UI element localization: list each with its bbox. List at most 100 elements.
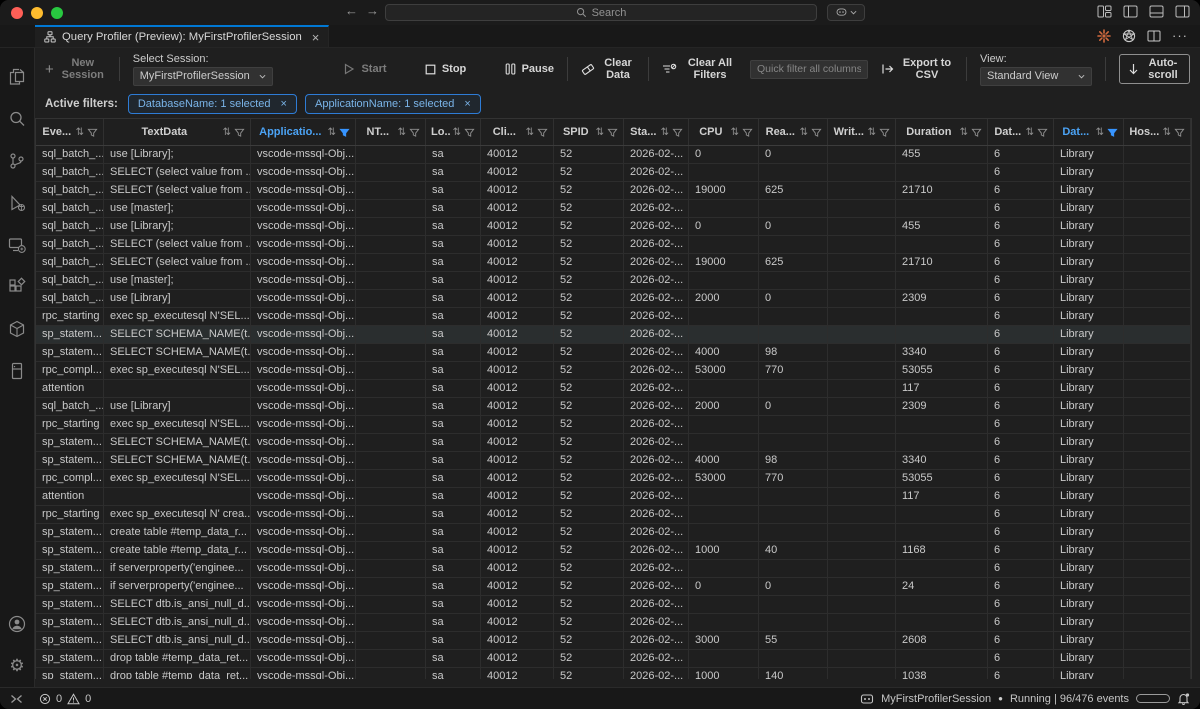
table-row[interactable]: sp_statem... SELECT SCHEMA_NAME(t... vscod… xyxy=(36,344,1191,362)
table-row[interactable]: rpc_compl... exec sp_executesql N'SEL... v… xyxy=(36,362,1191,380)
filter-icon[interactable] xyxy=(234,127,245,138)
table-row[interactable]: sp_statem... create table #temp_data_r...… xyxy=(36,524,1191,542)
settings-gear-icon[interactable]: ⚙ xyxy=(9,656,25,675)
table-row[interactable]: sp_statem... SELECT SCHEMA_NAME(t... vscod… xyxy=(36,434,1191,452)
filter-pill-databasename[interactable]: DatabaseName: 1 selected × xyxy=(127,94,297,114)
filter-icon[interactable] xyxy=(409,127,420,138)
table-row[interactable]: sql_batch_... SELECT (select value from .… xyxy=(36,164,1191,182)
table-row[interactable]: sql_batch_... use [master]; vscode-mssql-O… xyxy=(36,200,1191,218)
column-header-3[interactable]: Applicatio... ⇅ xyxy=(251,119,356,145)
toggle-primary-sidebar-icon[interactable] xyxy=(1123,5,1138,18)
column-header-7[interactable]: SPID ⇅ xyxy=(554,119,624,145)
forward-button[interactable]: → xyxy=(366,3,379,18)
filter-icon[interactable] xyxy=(1107,127,1118,138)
sort-icon[interactable]: ⇅ xyxy=(730,126,739,138)
sort-icon[interactable]: ⇅ xyxy=(595,126,604,138)
sort-icon[interactable]: ⇅ xyxy=(1095,126,1104,138)
column-header-11[interactable]: Writ... ⇅ xyxy=(828,119,896,145)
toggle-secondary-sidebar-icon[interactable] xyxy=(1175,5,1190,18)
sort-icon[interactable]: ⇅ xyxy=(959,126,968,138)
table-row[interactable]: sp_statem... if serverproperty('enginee..… xyxy=(36,578,1191,596)
view-dropdown[interactable]: Standard View xyxy=(979,66,1092,86)
sort-icon[interactable]: ⇅ xyxy=(327,126,336,138)
column-header-9[interactable]: CPU ⇅ xyxy=(689,119,759,145)
column-header-4[interactable]: NT... ⇅ xyxy=(356,119,426,145)
filter-icon[interactable] xyxy=(607,127,618,138)
filter-icon[interactable] xyxy=(87,127,98,138)
remove-filter-icon[interactable]: × xyxy=(280,98,287,110)
error-icon[interactable] xyxy=(39,693,51,705)
sidebar-item-extensions[interactable] xyxy=(0,266,35,308)
column-header-12[interactable]: Duration ⇅ xyxy=(896,119,988,145)
sort-icon[interactable]: ⇅ xyxy=(799,126,808,138)
column-header-2[interactable]: TextData ⇅ xyxy=(104,119,251,145)
account-icon[interactable] xyxy=(0,603,35,645)
table-row[interactable]: sql_batch_... use [Library] vscode-mssql-O… xyxy=(36,398,1191,416)
column-header-5[interactable]: Lo...⇅ xyxy=(426,119,481,145)
flame-burst-icon[interactable] xyxy=(1097,29,1111,43)
table-row[interactable]: sp_statem... drop table #temp_data_ret...… xyxy=(36,668,1191,679)
remote-indicator-icon[interactable] xyxy=(10,693,23,705)
table-row[interactable]: sql_batch_... use [Library] vscode-mssql-O… xyxy=(36,290,1191,308)
filter-icon[interactable] xyxy=(879,127,890,138)
filter-pill-applicationname[interactable]: ApplicationName: 1 selected × xyxy=(304,94,481,114)
sort-icon[interactable]: ⇅ xyxy=(397,126,406,138)
sidebar-item-containers[interactable] xyxy=(0,308,35,350)
minimize-window-button[interactable] xyxy=(31,7,43,19)
ai-knot-icon[interactable] xyxy=(1122,29,1136,43)
table-row[interactable]: sql_batch_... use [Library]; vscode-mssql-… xyxy=(36,218,1191,236)
column-header-13[interactable]: Dat... ⇅ xyxy=(988,119,1054,145)
table-row[interactable]: sql_batch_... SELECT (select value from .… xyxy=(36,182,1191,200)
warning-count[interactable]: 0 xyxy=(85,692,92,705)
filter-icon[interactable] xyxy=(1174,127,1185,138)
copilot-button[interactable] xyxy=(827,4,865,21)
column-header-8[interactable]: Sta... ⇅ xyxy=(624,119,689,145)
table-row[interactable]: attention vscode-mssql-Obj... sa 40012 52 202… xyxy=(36,380,1191,398)
new-session-button[interactable]: + New Session xyxy=(45,57,104,81)
column-header-1[interactable]: Eve... ⇅ xyxy=(36,119,104,145)
filter-icon[interactable] xyxy=(971,127,982,138)
table-row[interactable]: rpc_starting exec sp_executesql N'SEL... v… xyxy=(36,308,1191,326)
table-row[interactable]: sp_statem... SELECT SCHEMA_NAME(t... vscod… xyxy=(36,326,1191,344)
table-row[interactable]: rpc_compl... exec sp_executesql N'SEL... v… xyxy=(36,470,1191,488)
quick-filter-input[interactable] xyxy=(749,59,868,79)
sidebar-item-source-control[interactable] xyxy=(0,140,35,182)
table-row[interactable]: sql_batch_... use [master]; vscode-mssql-O… xyxy=(36,272,1191,290)
toggle-panel-icon[interactable] xyxy=(1149,5,1164,18)
filter-icon[interactable] xyxy=(464,127,475,138)
select-session-dropdown[interactable]: MyFirstProfilerSession xyxy=(132,66,273,86)
filter-icon[interactable] xyxy=(742,127,753,138)
warning-icon[interactable] xyxy=(67,692,80,705)
column-header-14[interactable]: Dat... ⇅ xyxy=(1054,119,1124,145)
filter-icon[interactable] xyxy=(811,127,822,138)
customize-layout-icon[interactable] xyxy=(1097,5,1112,18)
table-row[interactable]: sql_batch_... SELECT (select value from .… xyxy=(36,254,1191,272)
sort-icon[interactable]: ⇅ xyxy=(1162,126,1171,138)
column-header-6[interactable]: Cli... ⇅ xyxy=(481,119,554,145)
filter-icon[interactable] xyxy=(672,127,683,138)
tab-close-icon[interactable]: × xyxy=(311,29,320,45)
session-state[interactable]: Running | 96/476 events xyxy=(1009,692,1129,705)
stop-button[interactable]: Stop xyxy=(425,63,466,75)
split-editor-icon[interactable] xyxy=(1147,30,1161,42)
clear-all-filters-button[interactable]: Clear All Filters xyxy=(662,57,737,81)
more-actions-icon[interactable]: ··· xyxy=(1172,28,1188,43)
tab-query-profiler[interactable]: Query Profiler (Preview): MyFirstProfile… xyxy=(35,25,330,47)
pause-button[interactable]: Pause xyxy=(505,63,554,75)
table-row[interactable]: attention vscode-mssql-Obj... sa 40012 52 202… xyxy=(36,488,1191,506)
sort-icon[interactable]: ⇅ xyxy=(525,126,534,138)
table-row[interactable]: sp_statem... SELECT SCHEMA_NAME(t... vscod… xyxy=(36,452,1191,470)
filter-icon[interactable] xyxy=(537,127,548,138)
sort-icon[interactable]: ⇅ xyxy=(75,126,84,138)
sidebar-item-run-debug[interactable] xyxy=(0,182,35,224)
column-header-15[interactable]: Hos... ⇅ xyxy=(1124,119,1191,145)
table-row[interactable]: sp_statem... SELECT dtb.is_ansi_null_d...… xyxy=(36,596,1191,614)
notifications-bell-icon[interactable] xyxy=(1177,692,1190,705)
table-row[interactable]: sql_batch_... use [Library]; vscode-mssql-… xyxy=(36,146,1191,164)
table-row[interactable]: rpc_starting exec sp_executesql N' crea..… xyxy=(36,506,1191,524)
sidebar-item-search[interactable] xyxy=(0,98,35,140)
sort-icon[interactable]: ⇅ xyxy=(660,126,669,138)
sidebar-item-database-projects[interactable] xyxy=(0,350,35,392)
back-button[interactable]: ← xyxy=(345,3,358,18)
column-header-10[interactable]: Rea... ⇅ xyxy=(759,119,828,145)
